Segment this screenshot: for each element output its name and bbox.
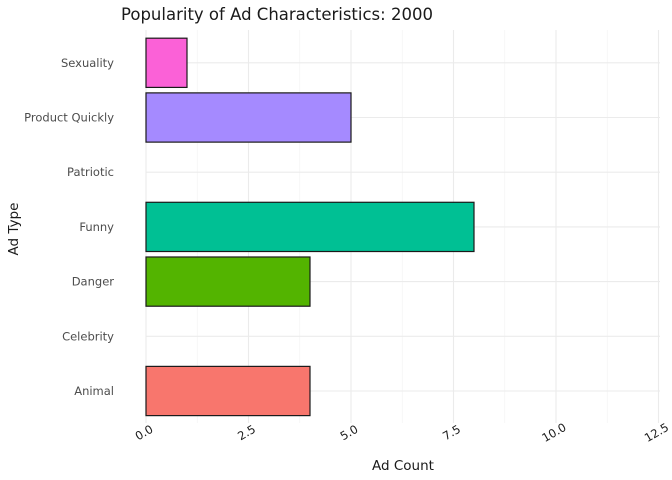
y-tick-label: Patriotic (67, 165, 114, 179)
y-tick-label: Animal (74, 384, 114, 398)
y-axis-title: Ad Type (6, 203, 22, 256)
y-tick-label: Sexuality (61, 56, 114, 70)
y-tick-label: Danger (72, 275, 115, 289)
x-tick-label: 12.5 (642, 420, 671, 445)
y-tick-label: Product Quickly (24, 111, 114, 125)
bar-sexuality (145, 37, 188, 89)
y-tick-label: Funny (79, 220, 114, 234)
chart-title: Popularity of Ad Characteristics: 2000 (121, 5, 433, 24)
x-tick-label: 7.5 (440, 422, 463, 443)
bar-animal (145, 365, 311, 417)
y-tick-labels: Animal Celebrity Danger Funny Patriotic Produ… (24, 56, 114, 398)
x-tick-label: 10.0 (539, 420, 568, 445)
x-tick-label: 2.5 (235, 422, 258, 443)
x-axis-title: Ad Count (372, 458, 434, 474)
x-tick-label: 0.0 (133, 422, 156, 443)
y-tick-label: Celebrity (62, 329, 114, 343)
bar-danger (145, 256, 311, 307)
bar-funny (145, 201, 475, 253)
x-tick-labels: 0.0 2.5 5.0 7.5 10.0 12.5 (131, 419, 672, 446)
bars (145, 37, 475, 417)
x-tick-label: 5.0 (338, 422, 361, 443)
bar-product-quickly (145, 92, 352, 143)
